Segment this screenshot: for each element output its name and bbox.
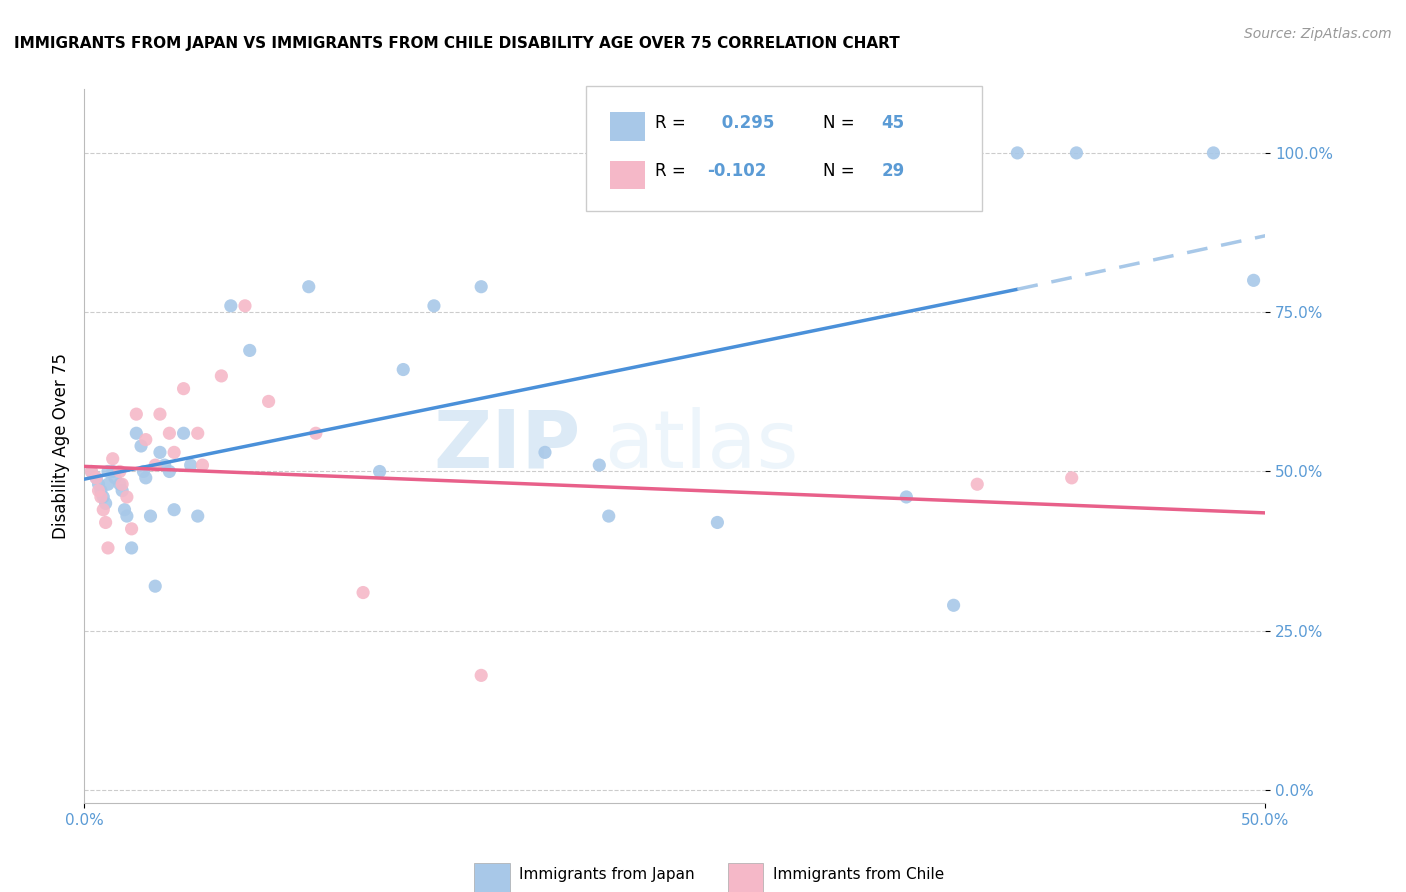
Point [1007, 145, 1029, 160]
Y-axis label: Disability Age Over 75: Disability Age Over 75 [52, 353, 70, 539]
Point [1060, 471, 1083, 485]
Point [233, 299, 256, 313]
Point [87, 477, 110, 491]
Point [163, 445, 186, 459]
Point [157, 426, 180, 441]
Point [97, 541, 120, 555]
Point [470, 279, 492, 293]
Point [91, 502, 114, 516]
Text: 29: 29 [882, 162, 905, 180]
Point [104, 471, 127, 485]
Text: R =: R = [655, 114, 690, 132]
Point [470, 668, 492, 682]
Point [143, 458, 166, 472]
Point [180, 458, 202, 472]
Point [115, 490, 138, 504]
Point [219, 299, 242, 313]
FancyBboxPatch shape [474, 863, 509, 892]
Point [173, 382, 195, 396]
Point [966, 477, 988, 491]
Point [157, 465, 180, 479]
Point [90, 483, 112, 498]
Point [115, 509, 138, 524]
Point [139, 509, 162, 524]
Point [80, 465, 103, 479]
Point [90, 490, 112, 504]
Point [191, 458, 214, 472]
Point [706, 516, 728, 530]
Point [598, 509, 620, 524]
Point [129, 439, 152, 453]
Point [132, 465, 155, 479]
Point [101, 451, 124, 466]
Point [896, 490, 918, 504]
Point [257, 394, 280, 409]
Point [91, 490, 114, 504]
Point [153, 458, 176, 472]
Point [121, 541, 143, 555]
Text: Immigrants from Japan: Immigrants from Japan [519, 867, 695, 881]
Point [121, 522, 143, 536]
Point [209, 368, 232, 383]
Point [298, 279, 321, 293]
Point [1066, 145, 1088, 160]
Point [114, 502, 136, 516]
Point [173, 426, 195, 441]
Point [97, 465, 120, 479]
Text: 45: 45 [882, 114, 904, 132]
Point [187, 509, 209, 524]
Text: 0.295: 0.295 [716, 114, 775, 132]
Text: N =: N = [823, 162, 859, 180]
Point [84, 471, 107, 485]
Point [392, 362, 415, 376]
FancyBboxPatch shape [586, 86, 981, 211]
Point [149, 445, 172, 459]
Text: R =: R = [655, 162, 690, 180]
Point [94, 496, 117, 510]
Point [588, 458, 610, 472]
Point [135, 471, 157, 485]
Text: Source: ZipAtlas.com: Source: ZipAtlas.com [1244, 27, 1392, 41]
FancyBboxPatch shape [610, 161, 645, 189]
Text: -0.102: -0.102 [707, 162, 766, 180]
Point [305, 426, 328, 441]
Point [80, 465, 103, 479]
Point [97, 477, 120, 491]
Point [534, 445, 557, 459]
FancyBboxPatch shape [728, 863, 763, 892]
Point [352, 585, 374, 599]
Text: IMMIGRANTS FROM JAPAN VS IMMIGRANTS FROM CHILE DISABILITY AGE OVER 75 CORRELATIO: IMMIGRANTS FROM JAPAN VS IMMIGRANTS FROM… [14, 36, 900, 51]
Point [239, 343, 262, 358]
Point [187, 426, 209, 441]
Point [1243, 273, 1265, 287]
Point [1202, 145, 1225, 160]
Point [143, 579, 166, 593]
Text: atlas: atlas [605, 407, 799, 485]
Point [111, 477, 134, 491]
Point [163, 502, 186, 516]
Point [101, 465, 124, 479]
Point [108, 465, 131, 479]
Point [135, 433, 157, 447]
Point [94, 516, 117, 530]
Point [149, 407, 172, 421]
Text: Immigrants from Chile: Immigrants from Chile [773, 867, 945, 881]
Point [125, 426, 148, 441]
Point [423, 299, 446, 313]
Point [84, 471, 107, 485]
Point [111, 483, 134, 498]
Text: N =: N = [823, 114, 859, 132]
Point [942, 599, 965, 613]
Point [87, 483, 110, 498]
FancyBboxPatch shape [610, 112, 645, 141]
Point [368, 465, 391, 479]
Point [108, 477, 131, 491]
Text: ZIP: ZIP [433, 407, 581, 485]
Point [125, 407, 148, 421]
